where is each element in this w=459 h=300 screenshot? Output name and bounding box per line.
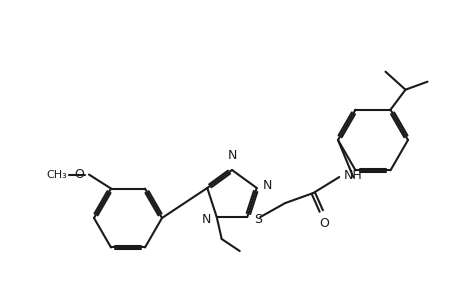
Text: S: S bbox=[254, 212, 262, 226]
Text: O: O bbox=[74, 168, 84, 181]
Text: N: N bbox=[262, 179, 272, 193]
Text: NH: NH bbox=[342, 169, 361, 182]
Text: O: O bbox=[319, 217, 329, 230]
Text: N: N bbox=[227, 149, 236, 162]
Text: CH₃: CH₃ bbox=[46, 169, 67, 180]
Text: N: N bbox=[201, 212, 210, 226]
